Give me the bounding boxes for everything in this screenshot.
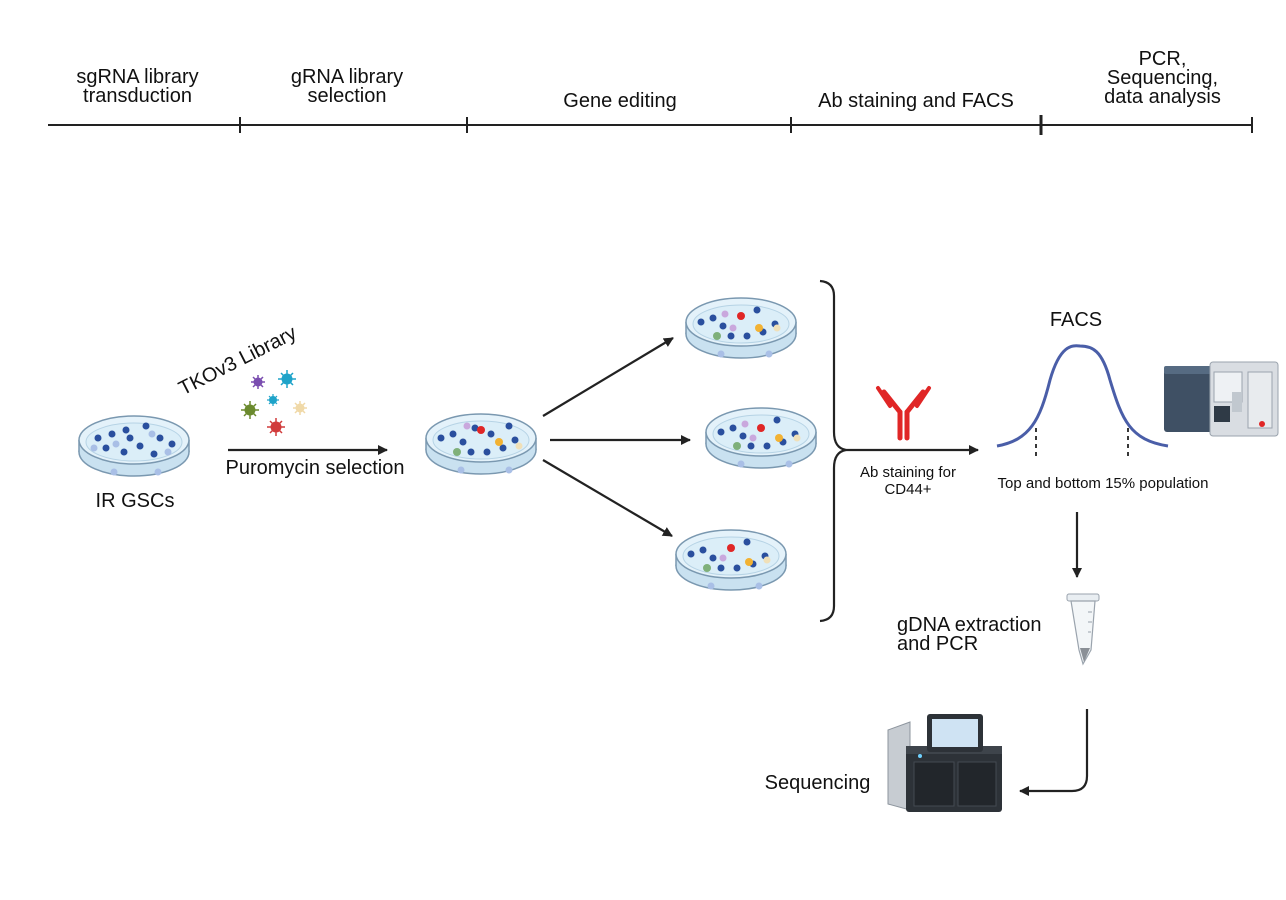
- petri-dish-selected: [425, 413, 537, 475]
- phase-label-gene-editing: Gene editing: [563, 90, 677, 112]
- sequencing-label: Sequencing: [764, 772, 871, 794]
- arrow-to-dish-top: [542, 337, 674, 417]
- arrow-to-dish-bottom: [542, 459, 673, 537]
- facs-label: FACS: [1049, 309, 1103, 331]
- grouping-brace: [819, 279, 847, 623]
- puromycin-label: Puromycin selection: [225, 457, 405, 479]
- staining-label: Ab staining for CD44+: [860, 464, 956, 498]
- microcentrifuge-tube-icon: [1066, 593, 1100, 666]
- phase-label-facs: Ab staining and FACS: [818, 90, 1014, 112]
- phase-label-selection: gRNA library selection: [290, 66, 404, 107]
- extraction-label: gDNA extraction and PCR: [897, 614, 1042, 655]
- antibody-icon: [876, 386, 931, 441]
- virus-particles: [241, 370, 307, 436]
- sequencer-icon: [887, 714, 1002, 812]
- petri-dish-edited-top: [685, 297, 797, 359]
- petri-dish-edited-middle: [705, 407, 817, 469]
- flow-cytometer-icon: [1164, 361, 1279, 437]
- facs-distribution-curve: [996, 344, 1169, 448]
- phase-label-sequencing: PCR, Sequencing, data analysis: [1104, 48, 1221, 108]
- cells-label: IR GSCs: [95, 490, 175, 512]
- petri-dish-edited-bottom: [675, 529, 787, 591]
- timeline-axis: [48, 115, 1253, 135]
- phase-label-transduction: sgRNA library transduction: [76, 66, 199, 107]
- population-label: Top and bottom 15% population: [997, 475, 1209, 492]
- petri-dish-initial: [78, 415, 190, 477]
- arrow-to-sequencing: [1019, 709, 1089, 796]
